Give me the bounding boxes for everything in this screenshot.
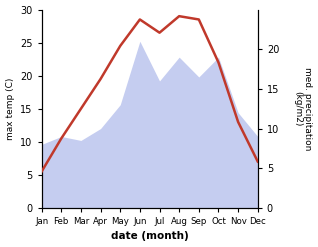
Y-axis label: med. precipitation
(kg/m2): med. precipitation (kg/m2) [293, 67, 313, 150]
Y-axis label: max temp (C): max temp (C) [5, 78, 15, 140]
X-axis label: date (month): date (month) [111, 231, 189, 242]
